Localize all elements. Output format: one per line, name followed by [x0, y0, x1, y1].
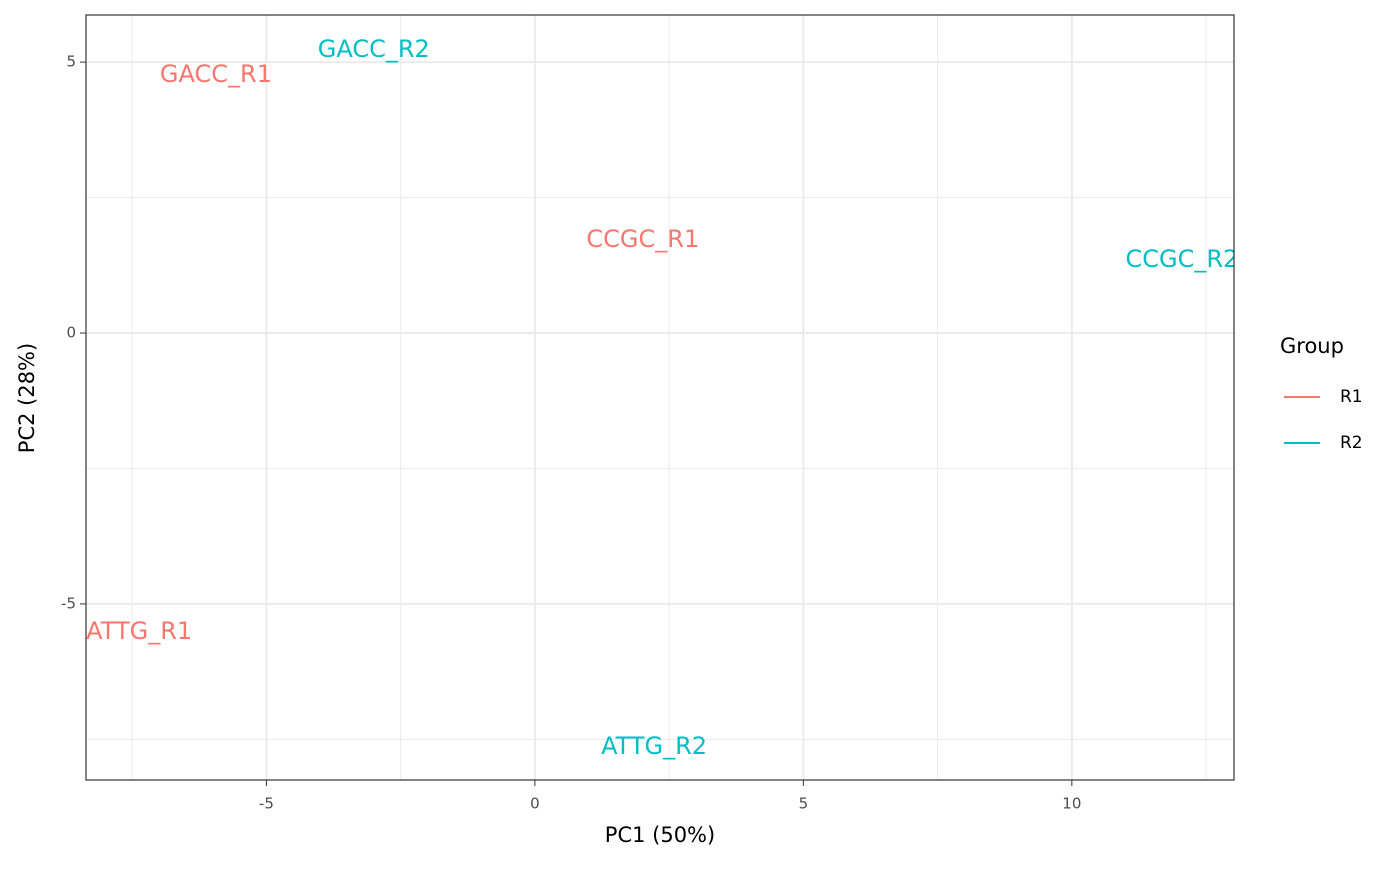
- point-label: GACC_R2: [318, 35, 430, 63]
- x-tick-label: 10: [1062, 795, 1081, 813]
- point-label: CCGC_R2: [1126, 245, 1239, 273]
- y-axis-title: PC2 (28%): [15, 343, 39, 453]
- x-tick-label: 0: [530, 795, 540, 813]
- x-axis-title: PC1 (50%): [605, 823, 715, 847]
- legend-title: Group: [1280, 334, 1344, 358]
- point-label: CCGC_R1: [586, 225, 699, 253]
- point-label: ATTG_R1: [86, 617, 192, 645]
- point-label: ATTG_R2: [601, 732, 707, 760]
- grid: [86, 15, 1234, 780]
- points: GACC_R1 CCGC_R1 ATTG_R1 GACC_R2 CCGC_R2 ATTG_…: [86, 35, 1239, 760]
- x-tick-label: -5: [259, 795, 274, 813]
- point-label: GACC_R1: [160, 60, 272, 88]
- y-tick-label: 0: [66, 324, 76, 342]
- legend-label: R1: [1340, 387, 1363, 407]
- legend-label: R2: [1340, 433, 1363, 453]
- x-tick-label: 5: [799, 795, 809, 813]
- y-tick-label: -5: [61, 594, 76, 612]
- panel: [86, 15, 1234, 780]
- y-tick-label: 5: [66, 53, 76, 71]
- panel-border: [85, 14, 1235, 781]
